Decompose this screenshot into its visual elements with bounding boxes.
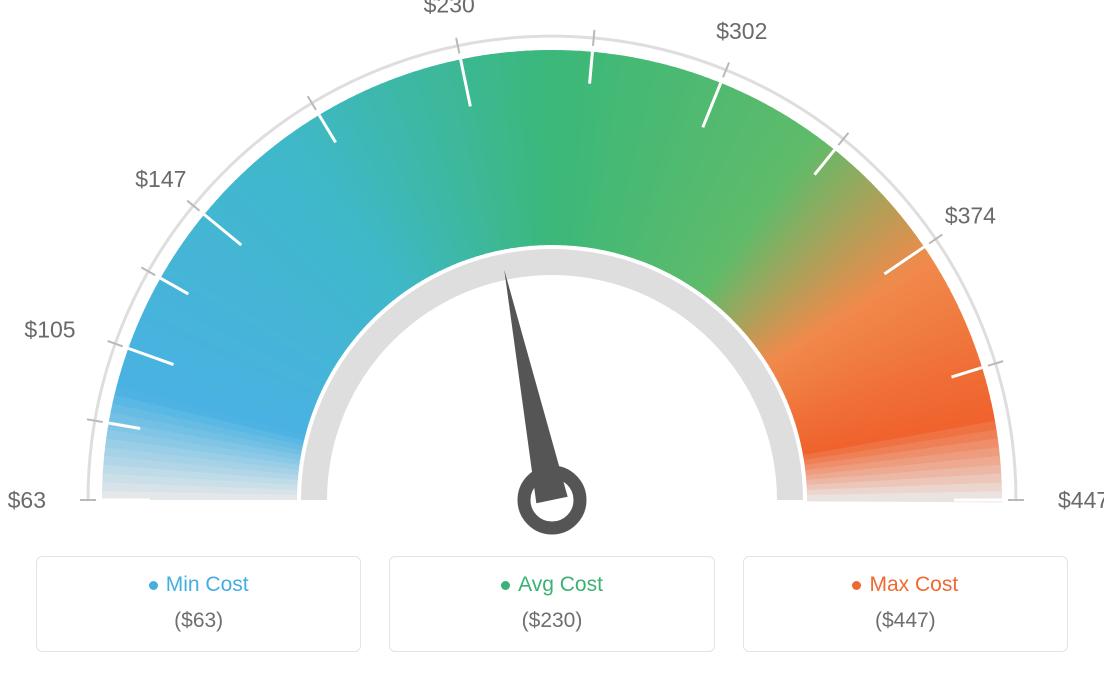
gauge-tick-label: $302 xyxy=(716,18,767,44)
gauge-tick-label: $230 xyxy=(424,0,475,18)
legend-value-min: ($63) xyxy=(47,609,350,633)
legend-row: Min Cost ($63) Avg Cost ($230) Max Cost … xyxy=(0,556,1104,652)
gauge-tick-label: $147 xyxy=(135,166,186,192)
legend-value-max: ($447) xyxy=(754,609,1057,633)
legend-label-avg: Avg Cost xyxy=(518,573,603,597)
legend-dot-min xyxy=(149,581,158,590)
gauge-tick-label: $447 xyxy=(1058,487,1104,513)
legend-dot-avg xyxy=(501,581,510,590)
legend-label-min: Min Cost xyxy=(166,573,249,597)
legend-card-max: Max Cost ($447) xyxy=(743,556,1068,652)
cost-gauge: $63 $105 $147 $230 $302 $374 $447 xyxy=(0,0,1104,548)
legend-title-avg: Avg Cost xyxy=(501,573,603,597)
gauge-svg: $63 $105 $147 $230 $302 $374 $447 xyxy=(0,0,1104,548)
legend-value-avg: ($230) xyxy=(400,609,703,633)
legend-card-min: Min Cost ($63) xyxy=(36,556,361,652)
legend-dot-max xyxy=(852,581,861,590)
gauge-tick-label: $374 xyxy=(945,202,996,228)
gauge-tick-label: $63 xyxy=(8,487,46,513)
legend-card-avg: Avg Cost ($230) xyxy=(389,556,714,652)
legend-title-min: Min Cost xyxy=(149,573,249,597)
gauge-band xyxy=(102,50,1002,502)
legend-title-max: Max Cost xyxy=(852,573,958,597)
legend-label-max: Max Cost xyxy=(869,573,958,597)
gauge-tick-label: $105 xyxy=(24,317,75,343)
